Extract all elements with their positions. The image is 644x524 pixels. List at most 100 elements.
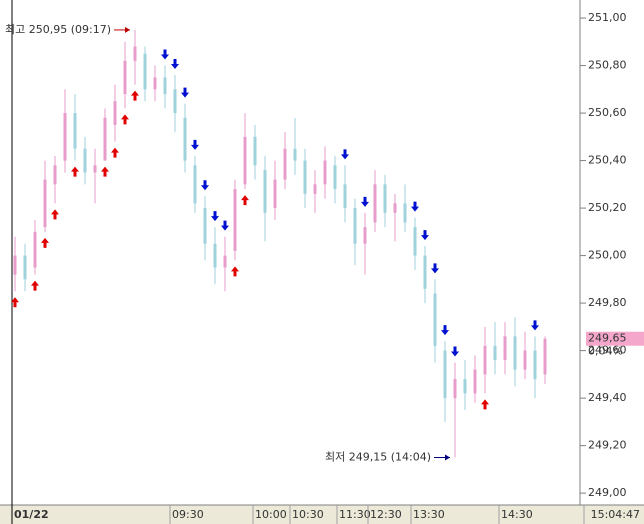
body: [133, 46, 137, 61]
body: [523, 350, 527, 370]
buy-signal: [41, 237, 49, 248]
change-label: 0,04%: [588, 345, 623, 358]
current-time: 15:04:47: [591, 508, 640, 521]
body: [273, 179, 277, 209]
body: [363, 227, 367, 244]
y-tick-label: 249,40: [588, 391, 627, 404]
y-tick-label: 249,00: [588, 486, 627, 499]
sell-signal: [431, 263, 439, 274]
sell-signal: [211, 211, 219, 222]
buy-signal: [11, 297, 19, 308]
body: [63, 113, 67, 161]
body: [143, 53, 147, 90]
body: [333, 165, 337, 190]
sell-signal: [441, 325, 449, 336]
body: [93, 165, 97, 173]
sell-signal: [181, 87, 189, 98]
body: [283, 148, 287, 180]
x-tick-label: 10:00: [255, 508, 287, 521]
last-price-label: 249,65: [588, 332, 627, 345]
x-tick-label: 01/22: [14, 508, 49, 521]
body: [73, 113, 77, 149]
body: [313, 184, 317, 194]
body: [503, 336, 507, 361]
sell-signal: [191, 139, 199, 150]
body: [403, 203, 407, 223]
body: [343, 184, 347, 209]
annotation-text: 최저 249,15 (14:04): [325, 450, 431, 463]
x-tick-label: 09:30: [172, 508, 204, 521]
body: [533, 350, 537, 380]
body: [223, 255, 227, 268]
body: [453, 379, 457, 399]
y-tick-label: 249,60: [588, 344, 627, 357]
buy-signal: [121, 114, 129, 125]
annotation-arrowhead: [445, 454, 450, 461]
last-price-box: [586, 331, 644, 346]
body: [303, 160, 307, 194]
body: [443, 350, 447, 399]
y-tick-label: 249,80: [588, 296, 627, 309]
body: [393, 203, 397, 213]
buy-signal: [231, 266, 239, 277]
body: [243, 136, 247, 185]
y-tick-label: 250,20: [588, 201, 627, 214]
body: [83, 148, 87, 173]
y-tick-label: 251,00: [588, 11, 627, 24]
body: [413, 227, 417, 256]
sell-signal: [411, 201, 419, 212]
buy-signal: [241, 195, 249, 206]
buy-signal: [51, 209, 59, 220]
body: [323, 160, 327, 185]
body: [123, 60, 127, 95]
body: [293, 148, 297, 161]
body: [53, 165, 57, 185]
sell-signal: [531, 320, 539, 331]
x-tick-label: 10:30: [292, 508, 324, 521]
body: [543, 338, 547, 375]
body: [473, 369, 477, 394]
body: [183, 117, 187, 161]
sell-signal: [421, 230, 429, 241]
body: [23, 255, 27, 280]
buy-signal: [101, 166, 109, 177]
x-tick-label: 13:30: [413, 508, 445, 521]
body: [13, 255, 17, 275]
annotation-text: 최고 250,95 (09:17): [5, 23, 111, 36]
buy-signal: [111, 147, 119, 158]
buy-signal: [481, 399, 489, 410]
sell-signal: [361, 196, 369, 207]
body: [383, 184, 387, 213]
body: [163, 77, 167, 95]
body: [513, 336, 517, 370]
body: [253, 136, 257, 166]
body: [423, 255, 427, 289]
body: [483, 345, 487, 375]
y-tick-label: 250,00: [588, 249, 627, 262]
x-tick-label: 11:30: [339, 508, 371, 521]
body: [43, 179, 47, 228]
body: [203, 208, 207, 244]
body: [493, 345, 497, 361]
y-tick-label: 250,60: [588, 106, 627, 119]
body: [33, 231, 37, 268]
buy-signal: [31, 280, 39, 291]
annotation-arrowhead: [125, 26, 130, 33]
body: [463, 379, 467, 394]
body: [193, 165, 197, 204]
sell-signal: [341, 149, 349, 160]
body: [173, 89, 177, 114]
sell-signal: [221, 220, 229, 231]
body: [263, 170, 267, 213]
sell-signal: [171, 59, 179, 70]
time-axis-strip: [0, 505, 644, 524]
body: [233, 189, 237, 251]
buy-signal: [131, 90, 139, 101]
body: [373, 184, 377, 223]
y-tick-label: 250,80: [588, 59, 627, 72]
buy-signal: [71, 166, 79, 177]
x-tick-label: 12:30: [370, 508, 402, 521]
x-tick-label: 14:30: [501, 508, 533, 521]
